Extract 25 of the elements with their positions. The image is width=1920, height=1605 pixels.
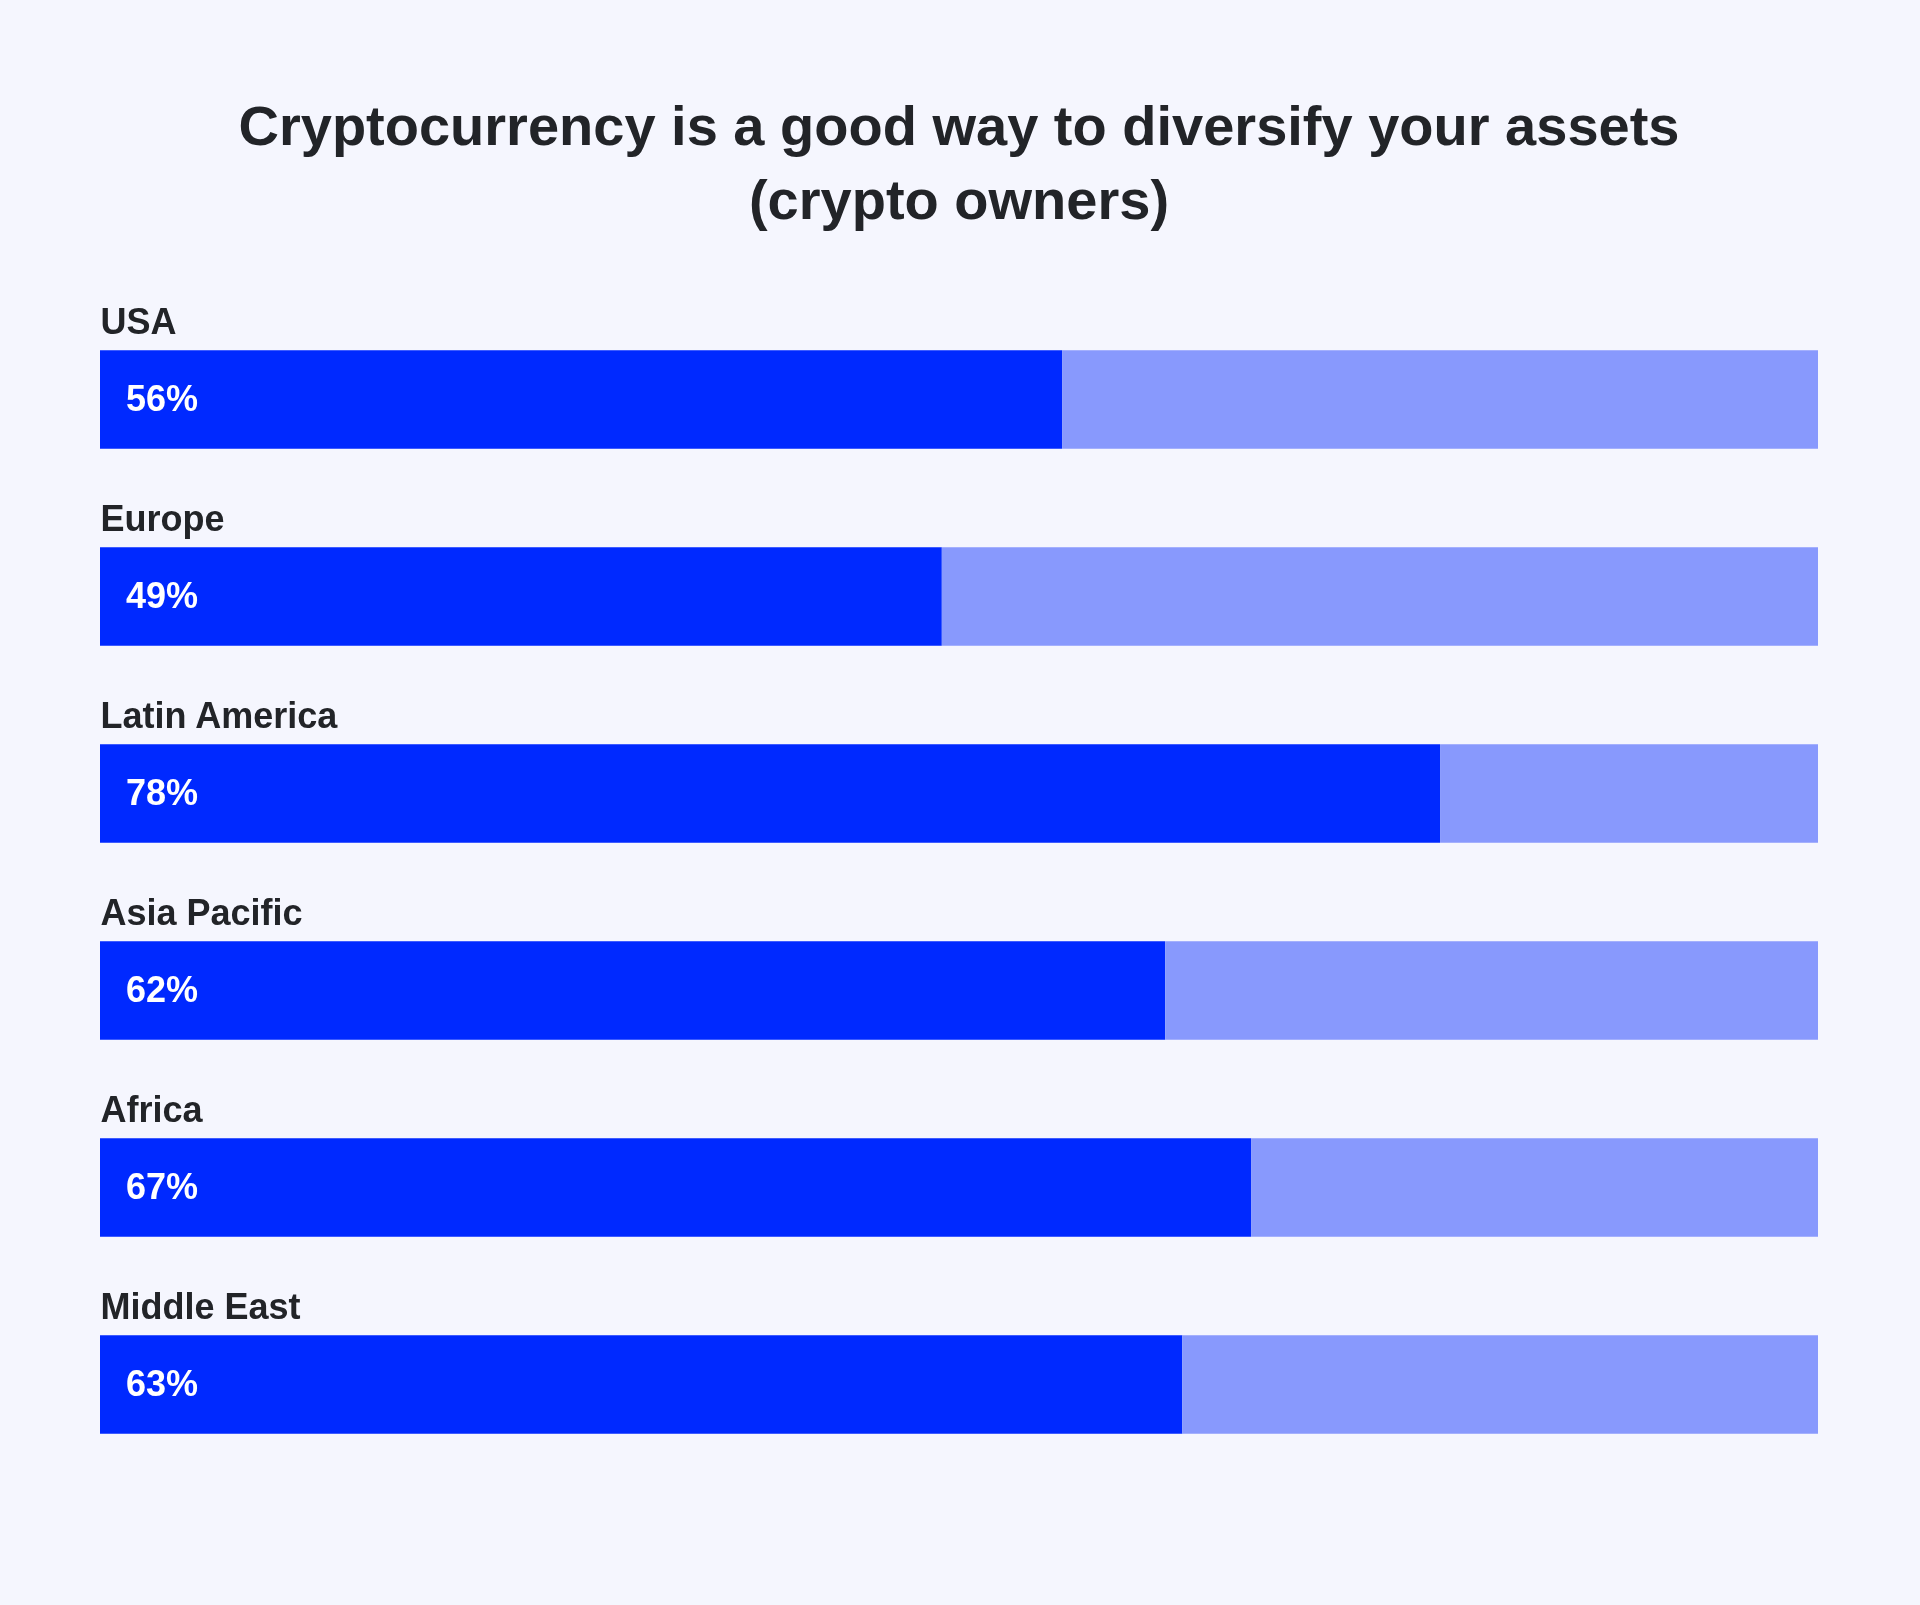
bar [941,547,1818,646]
bar [1062,350,1818,449]
data-label: 49% [126,574,199,616]
bar [1182,1335,1818,1434]
bar [100,1335,1183,1434]
bar [1165,941,1818,1040]
bar [100,941,1166,1040]
data-label: 78% [126,771,199,813]
y-tick-label: Africa [100,1088,204,1130]
chart-title: Cryptocurrency is a good way to diversify your assets (crypto owners) [238,94,1680,231]
bar [100,350,1063,449]
y-tick-label: USA [100,300,177,342]
y-tick-label: Latin America [100,694,339,736]
data-label: 56% [126,377,199,419]
y-tick-label: Middle East [100,1285,301,1327]
data-label: 63% [126,1362,199,1404]
bar [1440,744,1818,843]
bar [100,547,942,646]
bar [1251,1138,1818,1237]
data-label: 62% [126,968,199,1010]
y-tick-label: Europe [100,497,225,539]
bar [100,744,1441,843]
y-tick-label: Asia Pacific [100,891,303,933]
data-label: 67% [126,1165,199,1207]
bar [100,1138,1252,1237]
